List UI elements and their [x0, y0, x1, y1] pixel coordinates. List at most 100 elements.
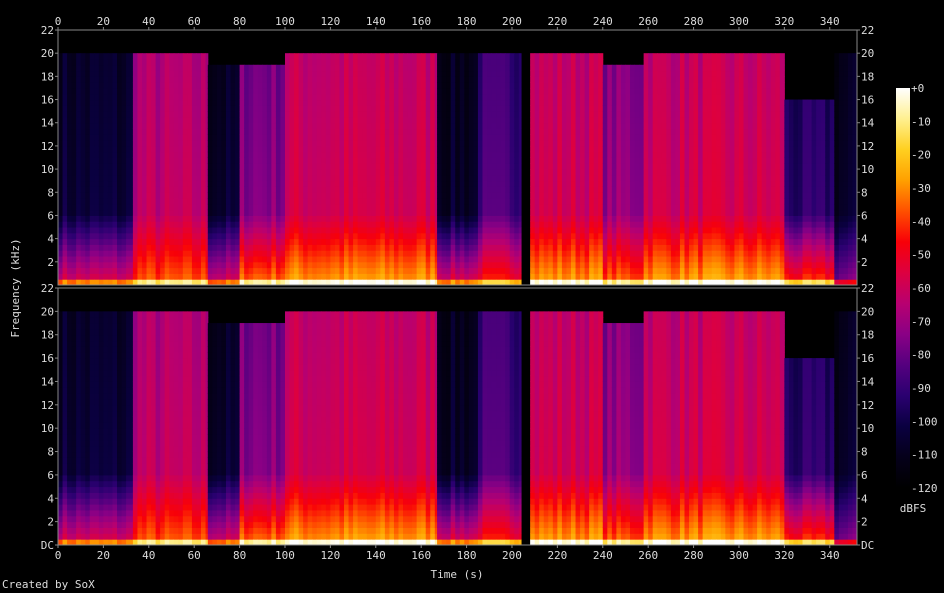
heat-cell [611, 215, 617, 222]
heat-cell [312, 116, 318, 124]
heat-cell [248, 180, 254, 187]
heat-cell [416, 151, 422, 158]
heat-cell [371, 273, 377, 280]
heat-cell [151, 169, 157, 176]
heat-cell [584, 76, 590, 83]
heat-cell [398, 250, 404, 257]
heat-cell [580, 261, 586, 269]
heat-cell [366, 192, 372, 199]
heat-cell [141, 209, 148, 216]
heat-cell [230, 279, 236, 286]
heat-cell [307, 128, 313, 135]
heat-cell [384, 111, 390, 118]
heat-cell [262, 267, 268, 274]
heat-cell [593, 273, 599, 280]
heat-cell [371, 250, 377, 257]
heat-cell [616, 87, 622, 95]
heat-cell [316, 140, 322, 147]
heat-cell [589, 99, 595, 106]
heat-cell [362, 186, 368, 193]
heat-cell [357, 111, 363, 118]
heat-cell [412, 151, 418, 158]
heat-cell [275, 163, 281, 170]
heat-cell [482, 151, 488, 158]
heat-cell [530, 116, 536, 124]
heat-cell [196, 267, 202, 274]
heat-cell [437, 232, 443, 240]
heat-cell [464, 232, 470, 240]
heat-cell [216, 221, 222, 228]
heat-cell [117, 192, 123, 199]
heat-cell [67, 169, 73, 176]
heat-cell [284, 111, 291, 118]
heat-cell [257, 221, 263, 228]
heat-cell [398, 87, 404, 95]
heat-cell [339, 203, 345, 211]
heat-cell [473, 145, 479, 153]
heat-cell [566, 82, 572, 89]
heat-cell [430, 174, 436, 182]
heat-cell [348, 105, 354, 112]
heat-cell [491, 267, 497, 274]
heat-cell [339, 163, 345, 170]
heat-cell [584, 198, 590, 205]
heat-cell [552, 58, 558, 66]
heat-cell [67, 244, 73, 251]
heat-cell [298, 53, 304, 60]
heat-cell [473, 227, 479, 234]
heat-cell [344, 128, 350, 135]
heat-cell [89, 215, 95, 222]
heat-cell [366, 169, 372, 176]
heat-cell [62, 99, 68, 106]
heat-cell [398, 192, 404, 199]
heat-cell [473, 215, 479, 222]
heat-cell [557, 244, 563, 251]
heat-cell [307, 250, 313, 257]
heat-cell [103, 209, 109, 216]
heat-cell [112, 70, 118, 77]
heat-cell [307, 221, 313, 228]
heat-cell [146, 93, 152, 101]
heat-cell [196, 279, 202, 286]
heat-cell [416, 221, 422, 228]
heat-cell [611, 203, 617, 211]
heat-cell [589, 192, 595, 199]
heat-cell [325, 273, 331, 280]
heat-cell [530, 250, 536, 257]
heat-cell [207, 87, 213, 95]
heat-cell [248, 157, 254, 164]
heat-cell [393, 140, 399, 147]
heat-cell [362, 58, 368, 66]
heat-cell [589, 174, 595, 182]
heat-cell [160, 273, 166, 280]
heat-cell [552, 238, 558, 245]
heat-cell [325, 99, 331, 106]
heat-cell [589, 198, 595, 205]
heat-cell [416, 128, 422, 135]
heat-cell [94, 70, 100, 77]
heat-cell [548, 267, 554, 274]
heat-cell [257, 87, 263, 95]
heat-cell [235, 99, 241, 106]
heat-cell [514, 244, 520, 251]
heat-cell [380, 151, 386, 158]
heat-cell [321, 244, 327, 251]
heat-cell [580, 140, 586, 147]
heat-cell [191, 227, 197, 234]
heat-cell [212, 256, 218, 263]
heat-cell [191, 203, 197, 211]
heat-cell [58, 192, 64, 199]
heat-cell [407, 192, 413, 199]
heat-cell [398, 221, 404, 228]
heat-cell [178, 105, 184, 112]
heat-cell [155, 157, 161, 164]
heat-cell [225, 140, 232, 147]
heat-cell [126, 261, 132, 269]
heat-cell [76, 250, 82, 257]
heat-cell [468, 267, 474, 274]
heat-cell [141, 53, 148, 60]
heat-cell [602, 267, 608, 274]
heat-cell [201, 105, 207, 112]
heat-cell [552, 279, 558, 286]
heat-cell [505, 238, 511, 245]
